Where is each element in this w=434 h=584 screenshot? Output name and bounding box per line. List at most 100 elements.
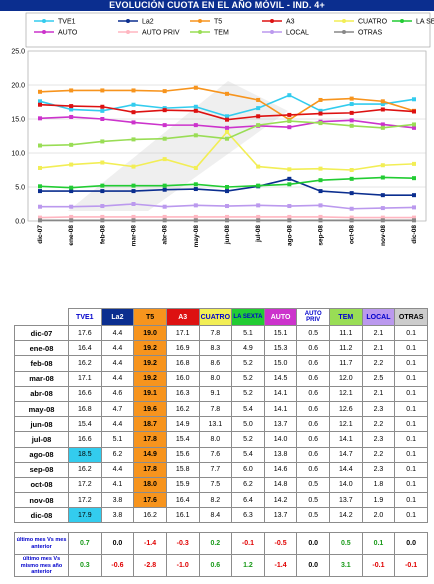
series-point-10-7 [256, 218, 261, 223]
table-cell: 2.1 [361, 324, 396, 342]
legend-label-0: TVE1 [58, 19, 76, 26]
x-tick-label-8: ago-08 [286, 225, 293, 246]
table-cell: 3.8 [100, 507, 135, 524]
table-cell: 4.4 [100, 324, 135, 342]
legend-label-9: LOCAL [286, 30, 309, 37]
diff-cell: -1.0 [165, 554, 200, 578]
series-point-0-6 [225, 114, 229, 119]
series-point-6-0 [38, 116, 42, 121]
series-point-7-10 [349, 215, 354, 220]
series-point-6-1 [69, 114, 74, 119]
series-point-10-0 [38, 218, 42, 223]
diff-cell: 3.1 [329, 554, 363, 578]
diff-row-label: último mes Vs mismo mes año anterior [14, 554, 69, 578]
legend-label-5: LA SEXTA [416, 19, 434, 26]
table-cell: 16.8 [68, 400, 102, 418]
diff-cell: 0.6 [198, 554, 233, 578]
series-point-3-2 [100, 104, 105, 109]
data-table: TVE1 La2 T5 A3 CUATRO LA SEXTA AUTO AUTO PRIV TE… [14, 308, 428, 578]
legend-marker-5 [400, 19, 404, 23]
table-row: dic-08 17.9 3.8 16.2 16.1 8.4 6.3 13.7 0.5 14.2 2.… [14, 507, 428, 524]
series-point-0-12 [412, 97, 416, 102]
series-point-10-4 [162, 218, 167, 223]
series-point-1-3 [131, 189, 136, 194]
series-point-0-0 [38, 99, 42, 104]
series-point-9-0 [38, 204, 42, 209]
row-label: nov-08 [14, 492, 69, 509]
table-header-row: TVE1 La2 T5 A3 CUATRO LA SEXTA AUTO AUTO PRIV TE… [15, 308, 428, 326]
series-point-4-7 [256, 164, 261, 169]
legend-marker-1 [126, 19, 130, 23]
series-point-6-11 [380, 122, 385, 127]
series-point-2-1 [69, 88, 74, 93]
table-cell: 19.2 [133, 340, 167, 357]
table-cell: 17.9 [68, 507, 102, 524]
table-cell: 7.6 [198, 446, 233, 463]
table-cell: 5.2 [231, 385, 265, 402]
table-cell: 0.6 [296, 461, 330, 478]
table-cell: 0.6 [296, 385, 330, 402]
legend-label-3: A3 [286, 19, 295, 26]
series-point-6-8 [287, 125, 292, 130]
table-cell: 13.7 [263, 507, 298, 524]
series-point-7-7 [256, 214, 261, 219]
legend-marker-0 [42, 19, 46, 23]
table-row: jul-08 16.6 5.1 17.8 15.4 8.0 5.2 14.0 0.6 14.1 2.… [14, 431, 428, 448]
series-point-4-0 [38, 165, 42, 170]
column-header-0: TVE1 [68, 308, 102, 326]
y-tick-label-2: 10.0 [11, 151, 25, 158]
table-row: abr-08 16.6 4.6 19.1 16.3 9.1 5.2 14.1 0.6 12.1 2.… [14, 385, 428, 402]
series-point-8-4 [162, 136, 167, 141]
table-cell: 14.2 [263, 492, 298, 509]
diff-cell: -0.1 [394, 554, 428, 578]
series-point-5-2 [100, 183, 105, 188]
table-row: sep-08 16.2 4.4 17.8 15.8 7.7 6.0 14.6 0.6 14.4 2.… [14, 461, 428, 478]
table-cell: 2.2 [361, 416, 396, 433]
legend-label-6: AUTO [58, 30, 78, 37]
series-lines [38, 85, 416, 223]
table-cell: 16.1 [165, 507, 200, 524]
table-cell: 4.4 [100, 370, 135, 387]
table-cell: 0.1 [394, 370, 428, 387]
table-cell: 0.1 [394, 416, 428, 433]
table-cell: 19.0 [133, 324, 167, 342]
column-header-1: La2 [100, 308, 135, 326]
x-tick-label-12: dic-08 [411, 225, 418, 244]
series-point-4-4 [162, 157, 167, 162]
table-cell: 6.3 [231, 507, 265, 524]
table-cell: 19.1 [133, 385, 167, 402]
series-point-5-3 [131, 183, 136, 188]
table-cell: 15.9 [165, 476, 200, 494]
table-cell: 2.1 [361, 385, 396, 402]
series-point-10-8 [287, 218, 292, 223]
table-cell: 0.6 [296, 355, 330, 372]
table-cell: 8.3 [198, 340, 233, 357]
series-point-8-6 [225, 136, 229, 141]
series-point-1-0 [38, 189, 42, 194]
series-point-10-12 [412, 218, 416, 223]
table-cell: 8.2 [198, 492, 233, 509]
diff-cell: -0.6 [100, 554, 135, 578]
series-point-5-5 [193, 182, 198, 187]
series-point-5-9 [318, 178, 323, 183]
table-cell: 14.5 [263, 370, 298, 387]
series-point-7-11 [380, 215, 385, 220]
row-label: feb-08 [14, 355, 69, 372]
series-point-7-9 [318, 214, 323, 219]
column-header-9: LOCAL [361, 308, 396, 326]
series-point-5-4 [162, 183, 167, 188]
y-tick-label-1: 5.0 [15, 185, 25, 192]
table-cell: 0.5 [296, 476, 330, 494]
plot-area [27, 50, 427, 222]
table-cell: 7.7 [198, 461, 233, 478]
series-point-4-11 [380, 163, 385, 168]
table-corner [15, 309, 69, 326]
series-point-0-11 [380, 102, 385, 107]
legend-label-10: OTRAS [358, 30, 382, 37]
series-point-5-0 [38, 184, 42, 189]
diff-cell: 0.7 [68, 532, 102, 556]
table-cell: 0.6 [296, 370, 330, 387]
series-point-7-12 [412, 215, 416, 220]
table-cell: 0.1 [394, 492, 428, 509]
legend-label-8: TEM [214, 30, 229, 37]
